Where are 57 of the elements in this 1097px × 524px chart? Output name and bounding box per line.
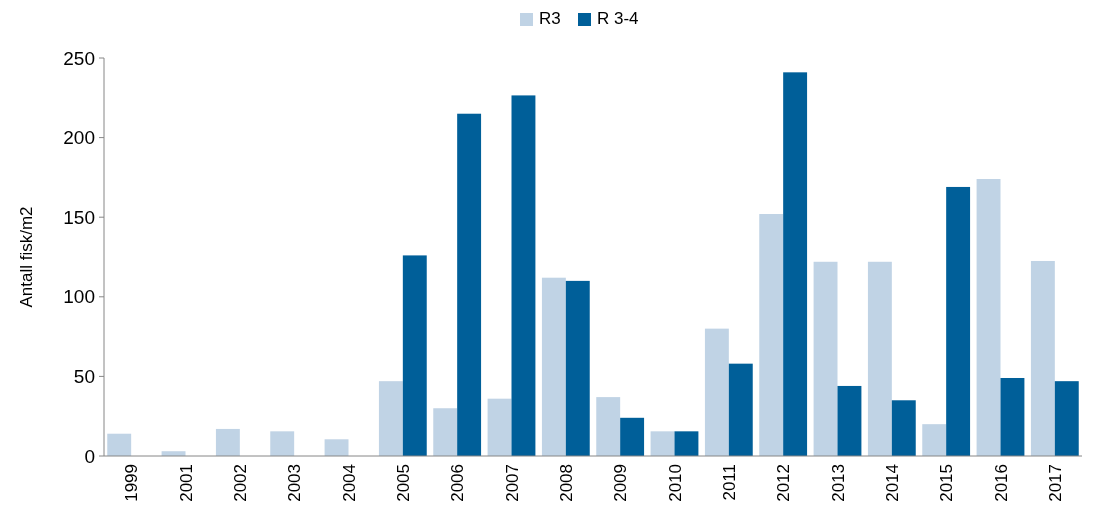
y-tick-label: 50	[73, 366, 95, 388]
bar	[596, 397, 621, 456]
bar	[922, 424, 947, 456]
bar	[402, 255, 427, 456]
bar	[946, 186, 971, 456]
bar	[433, 408, 458, 456]
bar	[324, 439, 349, 456]
y-tick-label: 100	[63, 286, 95, 308]
x-tick-label: 2013	[828, 464, 848, 502]
x-tick-label: 2010	[665, 464, 685, 502]
x-tick-label: 2012	[774, 464, 794, 502]
bar	[620, 417, 645, 456]
x-tick-label: 2006	[448, 464, 468, 502]
bar	[541, 277, 566, 456]
x-tick-label: 2001	[176, 464, 196, 502]
legend-label: R 3-4	[597, 9, 639, 28]
x-tick-label: 2009	[611, 464, 631, 502]
bar	[457, 113, 482, 456]
bar	[891, 400, 916, 456]
bar	[674, 431, 699, 456]
x-tick-label: 2008	[556, 464, 576, 502]
bar	[511, 95, 536, 456]
bar	[867, 261, 892, 456]
y-tick-label: 150	[63, 206, 95, 228]
bar	[976, 178, 1001, 456]
y-tick-label: 200	[63, 127, 95, 149]
x-tick-label: 2007	[502, 464, 522, 502]
x-tick-label: 2017	[1045, 464, 1065, 502]
x-tick-label: 2002	[230, 464, 250, 502]
bar	[783, 72, 808, 456]
x-tick-label: 2015	[937, 464, 957, 502]
bar	[487, 398, 512, 456]
bar	[837, 385, 862, 456]
bar	[650, 431, 675, 456]
x-tick-label: 1999	[122, 464, 142, 502]
bar	[1030, 260, 1055, 456]
x-tick-label: 2005	[393, 464, 413, 502]
x-tick-label: 2011	[719, 464, 739, 501]
x-tick-label: 2014	[882, 464, 902, 502]
y-tick-label: 250	[63, 47, 95, 69]
y-axis-title: Antall fisk/m2	[17, 206, 36, 308]
x-tick-label: 2016	[991, 464, 1011, 502]
x-tick-label: 2003	[285, 464, 305, 502]
bar	[215, 428, 240, 456]
bar	[728, 363, 753, 456]
bar	[270, 431, 295, 456]
y-tick-label: 0	[84, 445, 95, 467]
bar	[107, 433, 132, 456]
bar	[759, 214, 784, 456]
bar	[565, 280, 590, 456]
x-tick-label: 2004	[339, 464, 359, 502]
bar	[1000, 377, 1025, 456]
bar	[1054, 381, 1079, 456]
bar	[704, 328, 729, 456]
bar	[378, 381, 403, 456]
bar	[813, 261, 838, 456]
legend-label: R3	[539, 9, 561, 28]
